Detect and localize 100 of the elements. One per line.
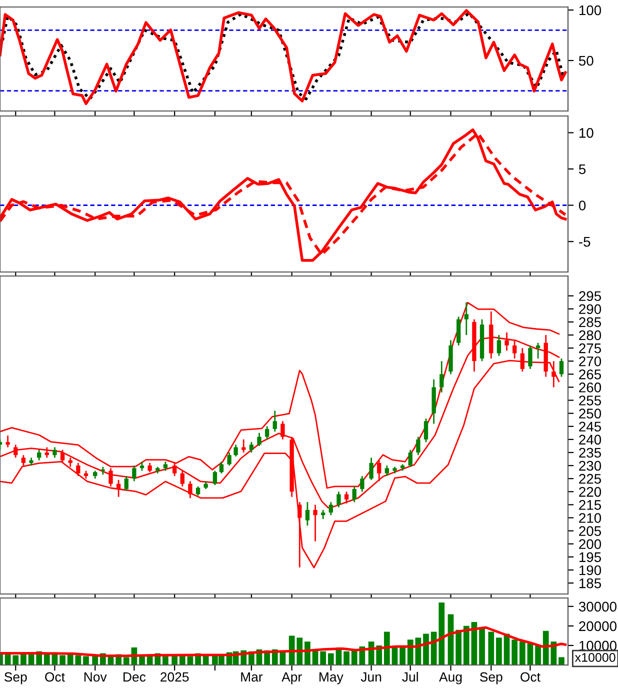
candlestick: [536, 342, 540, 360]
candlestick: [14, 444, 18, 458]
candlestick: [219, 460, 224, 474]
candlestick: [313, 504, 318, 542]
y-tick-label: 245: [579, 422, 602, 432]
x-tick-label: Oct: [45, 672, 65, 682]
bar: [60, 655, 66, 665]
candlestick: [196, 486, 200, 496]
line-series: [0, 626, 567, 658]
candlestick: [234, 444, 238, 458]
candlestick: [44, 446, 49, 458]
candlestick: [360, 475, 364, 492]
x-tick-label: Apr: [282, 672, 302, 684]
bar: [162, 656, 168, 665]
candlestick: [68, 457, 72, 468]
candlestick: [377, 460, 382, 482]
candlestick: [52, 446, 57, 458]
y-tick-label: 10: [579, 128, 594, 138]
x-tick-label: Oct: [520, 672, 540, 682]
candlestick: [242, 438, 246, 454]
candlestick: [440, 360, 444, 394]
candlestick: [172, 462, 177, 477]
candlestick: [60, 449, 65, 464]
y-tick-label: 230: [579, 460, 602, 471]
y-tick-label: 215: [579, 500, 602, 510]
bar: [456, 630, 462, 665]
candlestick: [37, 449, 42, 462]
y-tick-label: 285: [579, 317, 602, 328]
y-tick-label: -5: [579, 237, 590, 247]
candlestick: [76, 462, 80, 477]
candlestick: [344, 490, 349, 504]
bar: [423, 634, 429, 665]
candlestick: [249, 441, 254, 454]
y-tick-label: 225: [579, 474, 602, 484]
candlestick: [148, 462, 152, 473]
y-tick-label: 275: [579, 343, 602, 354]
candlestick: [408, 449, 412, 468]
bar: [558, 657, 564, 665]
bar: [496, 638, 502, 665]
x-tick-label: Jul: [402, 672, 418, 682]
bar: [328, 653, 334, 665]
y-tick-label: 5: [578, 164, 586, 174]
bar: [12, 655, 19, 665]
candlestick: [416, 436, 420, 456]
candlestick: [188, 480, 192, 499]
bar: [296, 638, 303, 665]
candlestick: [227, 452, 232, 466]
bar: [438, 602, 445, 665]
y-tick-label: 280: [579, 330, 602, 340]
candlestick: [272, 410, 277, 432]
candlestick: [6, 434, 10, 448]
y-tick-label: 100: [579, 5, 602, 16]
candlestick: [212, 470, 218, 486]
bar: [344, 651, 350, 665]
y-tick-label: 250: [579, 408, 602, 418]
candlestick: [124, 475, 128, 492]
candlestick: [369, 457, 374, 481]
candlestick: [140, 460, 144, 472]
y-tick-label: 30000: [578, 602, 616, 612]
y-tick-label: 220: [579, 486, 602, 497]
x-tick-label: Nov: [84, 672, 107, 682]
candlestick: [305, 501, 310, 526]
y-tick-label: 295: [579, 291, 602, 302]
bar: [83, 656, 89, 665]
bar: [463, 626, 470, 665]
candlestick: [559, 358, 564, 378]
candlestick: [328, 501, 333, 516]
x-tick-label: May: [320, 672, 344, 684]
y-tick-label: 270: [579, 356, 602, 366]
y-tick-label: 185: [579, 578, 602, 588]
candlestick: [352, 486, 356, 503]
candlestick: [321, 509, 326, 520]
bar: [407, 640, 414, 665]
bar: [488, 632, 494, 665]
bar: [479, 628, 485, 665]
candlestick: [257, 432, 262, 447]
x-tick-label: 2025: [160, 672, 189, 682]
bar: [535, 645, 541, 665]
y-tick-label: 240: [579, 434, 602, 445]
candlestick: [180, 470, 184, 488]
x-tick-label: Aug: [439, 672, 462, 684]
candlestick: [21, 454, 26, 466]
candlestick: [496, 334, 502, 357]
y-tick-label: 195: [579, 552, 602, 562]
x-tick-label: Jun: [360, 672, 382, 682]
candlestick: [336, 490, 341, 508]
bar: [512, 640, 518, 665]
candlestick: [456, 316, 461, 346]
line-series: [0, 302, 560, 489]
candlestick: [424, 418, 428, 443]
candlestick: [163, 460, 168, 472]
candlestick: [464, 302, 468, 336]
candlestick: [132, 464, 136, 482]
x-tick-label: Sep: [480, 672, 502, 684]
y-tick-label: 260: [579, 382, 602, 392]
bar: [519, 642, 526, 665]
y-tick-label: 255: [579, 396, 602, 406]
bar: [320, 651, 326, 665]
candlestick: [280, 420, 285, 440]
y-tick-label: 190: [579, 565, 602, 576]
